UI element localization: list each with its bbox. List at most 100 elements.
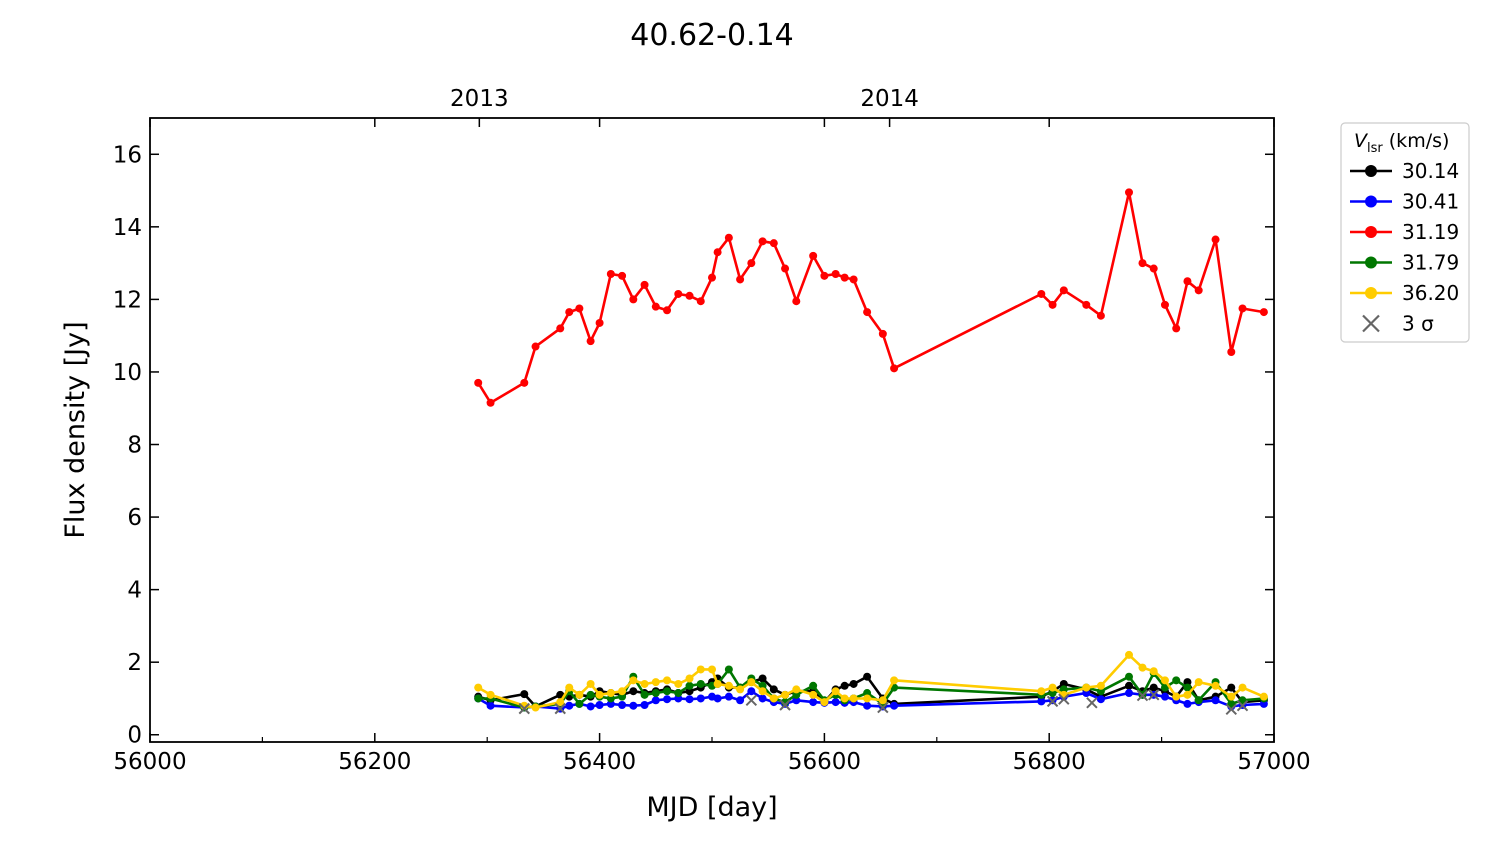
data-point — [831, 687, 840, 696]
data-point — [758, 237, 767, 246]
data-point — [618, 700, 627, 709]
legend-label: 30.41 — [1402, 190, 1459, 214]
data-point — [1172, 676, 1181, 685]
data-point — [1037, 687, 1046, 696]
data-point — [520, 378, 529, 387]
data-point — [629, 701, 638, 710]
data-point — [1125, 650, 1134, 659]
data-point — [1227, 692, 1236, 701]
data-point — [663, 676, 672, 685]
data-point — [575, 304, 584, 313]
data-point — [629, 676, 638, 685]
data-point — [769, 694, 778, 703]
data-point — [792, 685, 801, 694]
data-point — [629, 687, 638, 696]
y-axis-ticks: 0 2 4 6 8 10 12 14 16 — [113, 142, 1274, 749]
data-point — [663, 306, 672, 315]
data-point — [840, 694, 849, 703]
legend-title: Vlsr (km/s) — [1354, 130, 1449, 156]
chart-title: 40.62-0.14 — [630, 18, 794, 53]
legend-entry: 36.20 — [1350, 281, 1459, 305]
legend-marker — [1365, 195, 1377, 208]
data-point — [1125, 188, 1134, 197]
sigma-point — [779, 699, 791, 711]
data-point — [1211, 235, 1220, 244]
data-point — [1160, 683, 1169, 692]
legend-label: 36.20 — [1402, 281, 1459, 305]
data-point — [575, 699, 584, 708]
legend-entry: 30.41 — [1350, 190, 1459, 214]
data-point — [781, 264, 790, 273]
data-point — [696, 297, 705, 306]
sigma-point — [554, 702, 566, 715]
data-point — [1125, 689, 1134, 698]
data-point — [736, 696, 745, 705]
data-point — [586, 679, 595, 688]
data-point — [1160, 300, 1169, 309]
data-point — [831, 270, 840, 278]
data-point — [747, 678, 756, 687]
data-point — [1125, 672, 1134, 681]
data-point — [474, 694, 483, 703]
legend-label: 31.19 — [1402, 220, 1459, 244]
legend-marker — [1365, 256, 1377, 269]
legend: Vlsr (km/s) 30.14 30.41 31.19 31.79 36.20 3 σ — [1340, 122, 1470, 343]
data-point — [1082, 683, 1091, 692]
data-point — [640, 679, 649, 688]
series-line — [478, 668, 1265, 709]
data-point — [809, 698, 818, 707]
data-point — [747, 259, 756, 268]
y-tick-label: 4 — [127, 578, 142, 604]
data-point — [849, 679, 858, 688]
data-point — [708, 665, 716, 674]
data-point — [1238, 304, 1247, 313]
data-point — [809, 251, 818, 260]
data-point — [674, 289, 683, 298]
legend-title-unit: (km/s) — [1383, 130, 1450, 152]
legend-entry: 31.79 — [1350, 251, 1459, 275]
data-point — [724, 692, 733, 701]
sigma-point — [1148, 689, 1160, 701]
data-point — [565, 308, 574, 317]
data-point — [863, 672, 872, 681]
data-point — [531, 703, 540, 712]
top-tick-label: 2014 — [860, 86, 919, 112]
legend-marker — [1365, 165, 1377, 177]
sigma-point — [877, 701, 889, 714]
data-point — [674, 679, 683, 688]
legend-box — [1340, 122, 1470, 343]
data-point — [1138, 663, 1147, 672]
x-tick-label: 56600 — [788, 749, 861, 775]
data-point — [1096, 681, 1105, 690]
sigma-point — [1236, 700, 1249, 712]
data-point — [1149, 264, 1158, 273]
plot-frame — [149, 117, 1275, 743]
data-point — [831, 698, 840, 707]
legend-label-sigma: 3 σ — [1402, 312, 1434, 336]
legend-title-main: V — [1354, 130, 1369, 152]
data-point — [1172, 692, 1181, 701]
data-point — [474, 683, 483, 692]
data-point — [1238, 683, 1247, 692]
sigma-layer — [518, 689, 1249, 716]
data-point — [1183, 683, 1192, 692]
sigma-point — [745, 694, 758, 706]
data-point — [474, 378, 483, 387]
data-point — [595, 700, 604, 709]
data-point — [618, 687, 627, 696]
data-point — [629, 295, 638, 304]
data-point — [1194, 696, 1203, 705]
data-point — [663, 687, 672, 696]
data-point — [696, 665, 705, 674]
series-layer — [474, 188, 1268, 713]
data-point — [575, 690, 584, 699]
sigma-point — [1225, 703, 1237, 716]
data-point — [758, 674, 767, 683]
data-point — [1259, 308, 1268, 317]
data-point — [863, 694, 872, 703]
data-point — [1149, 683, 1158, 692]
series-line — [477, 191, 1265, 405]
data-point — [736, 275, 745, 284]
data-point — [1125, 681, 1134, 690]
data-point — [708, 273, 716, 282]
